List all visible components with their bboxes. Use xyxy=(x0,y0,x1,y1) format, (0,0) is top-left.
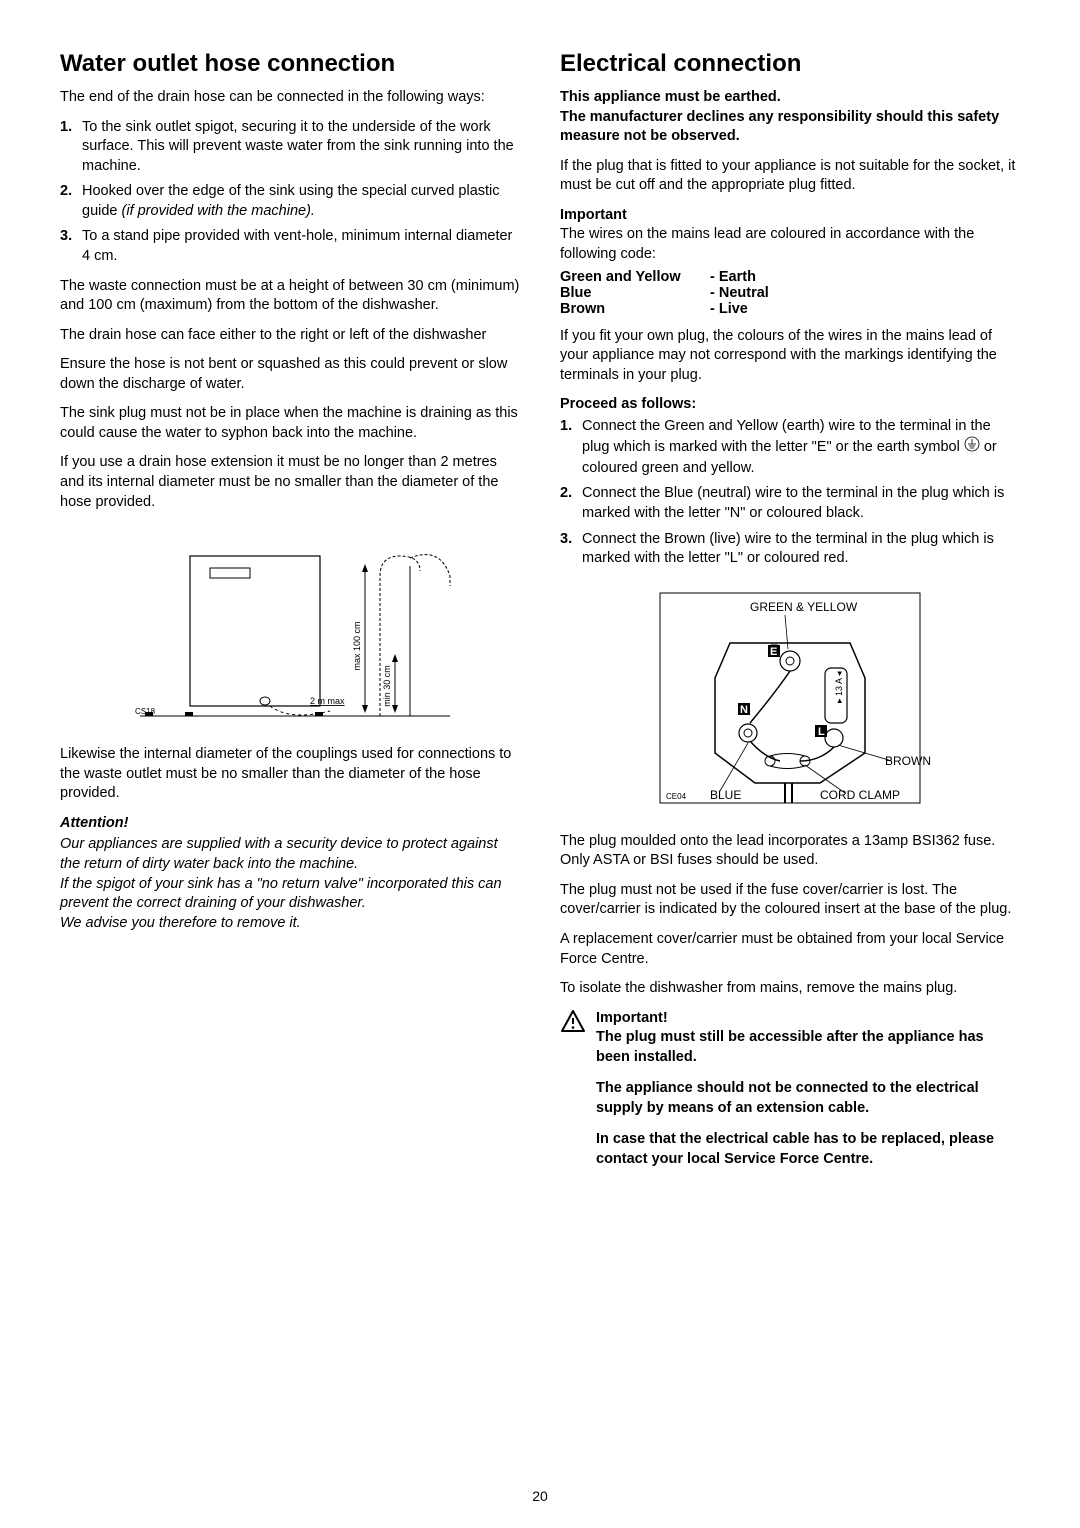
paragraph: A replacement cover/carrier must be obta… xyxy=(560,930,1020,969)
paragraph: If the plug that is fitted to your appli… xyxy=(560,157,1020,196)
list-item: 3.Connect the Brown (live) wire to the t… xyxy=(560,530,1020,569)
wiring-steps: 1. Connect the Green and Yellow (earth) … xyxy=(560,417,1020,569)
label-blue: BLUE xyxy=(710,788,741,802)
paragraph: The plug moulded onto the lead incorpora… xyxy=(560,832,1020,871)
list-item: 2.Hooked over the edge of the sink using… xyxy=(60,182,520,221)
label-cord-clamp: CORD CLAMP xyxy=(820,788,900,802)
paragraph: Likewise the internal diameter of the co… xyxy=(60,745,520,804)
important2-heading: Important! xyxy=(596,1009,1020,1029)
left-column: Water outlet hose connection The end of … xyxy=(60,50,520,1182)
wire-colour-table: Green and Yellow - Earth Blue - Neutral … xyxy=(560,269,1020,317)
plug-diagram: GREEN & YELLOW E E ▸ 13 A ◂ L xyxy=(560,583,1020,818)
paragraph: The wires on the mains lead are coloured… xyxy=(560,225,1020,264)
list-item: 1.To the sink outlet spigot, securing it… xyxy=(60,118,520,177)
label-brown: BROWN xyxy=(885,754,931,768)
table-row: Brown - Live xyxy=(560,301,1020,317)
paragraph: The sink plug must not be in place when … xyxy=(60,404,520,443)
label-N: N xyxy=(740,704,748,716)
label-cs18: CS18 xyxy=(135,707,156,716)
attention-body: Our appliances are supplied with a secur… xyxy=(60,835,520,933)
warning-triangle-icon xyxy=(560,1009,586,1182)
label-2m: 2 m max xyxy=(310,696,345,706)
proceed-heading: Proceed as follows: xyxy=(560,395,1020,415)
table-row: Blue - Neutral xyxy=(560,285,1020,301)
list-item: 2.Connect the Blue (neutral) wire to the… xyxy=(560,484,1020,523)
right-column: Electrical connection This appliance mus… xyxy=(560,50,1020,1182)
page-number: 20 xyxy=(0,1488,1080,1504)
list-item: 3.To a stand pipe provided with vent-hol… xyxy=(60,227,520,266)
earth-symbol-icon xyxy=(964,436,980,459)
left-intro: The end of the drain hose can be connect… xyxy=(60,88,520,108)
hose-connection-list: 1.To the sink outlet spigot, securing it… xyxy=(60,118,520,267)
paragraph: The drain hose can face either to the ri… xyxy=(60,326,520,346)
warning-paragraph: In case that the electrical cable has to… xyxy=(596,1130,1020,1169)
paragraph: The waste connection must be at a height… xyxy=(60,277,520,316)
paragraph: If you fit your own plug, the colours of… xyxy=(560,327,1020,386)
svg-text:E: E xyxy=(770,646,777,658)
list-item: 1. Connect the Green and Yellow (earth) … xyxy=(560,417,1020,479)
label-ce04: CE04 xyxy=(666,792,687,801)
attention-heading: Attention! xyxy=(60,814,520,834)
page-content: Water outlet hose connection The end of … xyxy=(60,50,1020,1182)
paragraph: If you use a drain hose extension it mus… xyxy=(60,453,520,512)
label-green-yellow: GREEN & YELLOW xyxy=(750,600,858,614)
paragraph: The plug must not be used if the fuse co… xyxy=(560,881,1020,920)
important-heading: Important xyxy=(560,206,1020,226)
label-L: L xyxy=(818,726,825,738)
hose-diagram: max 100 cm min 30 cm 2 m max CS18 xyxy=(60,526,520,731)
warning-paragraph: The appliance should not be connected to… xyxy=(596,1079,1020,1118)
warning-paragraph: The plug must still be accessible after … xyxy=(596,1028,1020,1067)
responsibility-warning: The manufacturer declines any responsibi… xyxy=(560,108,1020,147)
table-row: Green and Yellow - Earth xyxy=(560,269,1020,285)
label-13a: ▸ 13 A ◂ xyxy=(834,671,844,703)
paragraph: Ensure the hose is not bent or squashed … xyxy=(60,355,520,394)
earthed-warning: This appliance must be earthed. xyxy=(560,88,1020,108)
left-heading: Water outlet hose connection xyxy=(60,50,520,78)
paragraph: To isolate the dishwasher from mains, re… xyxy=(560,979,1020,999)
label-min30: min 30 cm xyxy=(382,665,392,707)
label-max100: max 100 cm xyxy=(352,622,362,671)
warning-text: Important! The plug must still be access… xyxy=(596,1009,1020,1182)
important-warning-block: Important! The plug must still be access… xyxy=(560,1009,1020,1182)
right-heading: Electrical connection xyxy=(560,50,1020,78)
